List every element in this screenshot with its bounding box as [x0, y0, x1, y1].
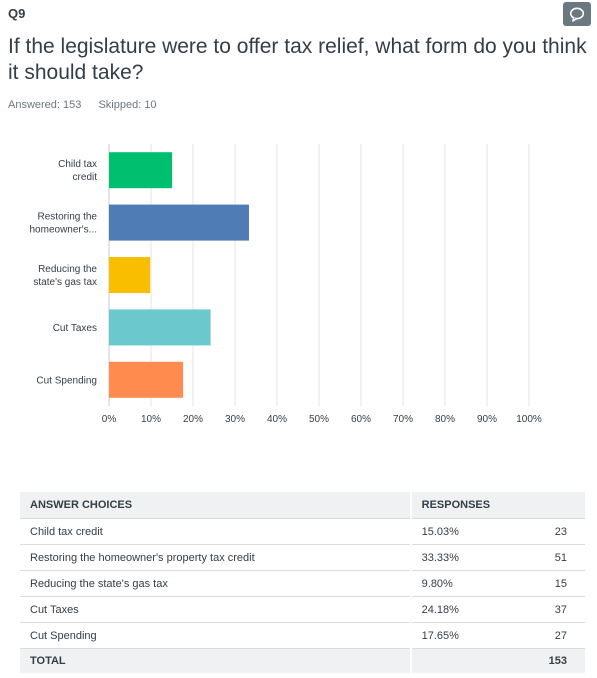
row-label: Child tax credit	[20, 518, 411, 545]
row-percent: 15.03%	[409, 518, 509, 545]
total-percent	[409, 648, 509, 673]
answer-choices-header: ANSWER CHOICES	[20, 492, 411, 519]
bar	[109, 152, 173, 189]
total-label: TOTAL	[20, 648, 411, 673]
response-summary: Answered: 153 Skipped: 10	[8, 99, 171, 111]
x-tick-label: 60%	[351, 414, 371, 425]
table-header-row: ANSWER CHOICES RESPONSES	[20, 492, 585, 519]
row-label: Restoring the homeowner's property tax c…	[20, 544, 411, 571]
row-count: 37	[508, 596, 585, 623]
row-count: 15	[508, 570, 585, 597]
x-tick-label: 20%	[183, 414, 203, 425]
answered-count: Answered: 153	[8, 99, 82, 111]
row-count: 23	[508, 518, 585, 545]
responses-header: RESPONSES	[409, 492, 585, 519]
x-tick-label: 10%	[141, 414, 161, 425]
comment-button[interactable]	[563, 2, 591, 26]
bar	[109, 257, 151, 293]
category-label: Child tax credit	[58, 159, 97, 183]
table-row: Restoring the homeowner's property tax c…	[20, 544, 585, 571]
x-tick-label: 30%	[225, 414, 245, 425]
bar	[109, 309, 211, 346]
table-row: Cut Spending 17.65% 27	[20, 622, 585, 649]
row-count: 51	[508, 544, 585, 571]
skipped-count: Skipped: 10	[98, 99, 157, 111]
question-number: Q9	[8, 6, 26, 21]
row-count: 27	[508, 622, 585, 649]
x-tick-label: 50%	[309, 414, 329, 425]
row-percent: 24.18%	[409, 596, 509, 623]
row-label: Reducing the state's gas tax	[20, 570, 411, 597]
bar	[109, 361, 184, 398]
table-row: Child tax credit 15.03% 23	[20, 518, 585, 545]
category-label: Cut Taxes	[53, 323, 97, 334]
category-label: Cut Spending	[36, 375, 97, 386]
x-tick-label: 40%	[267, 414, 287, 425]
row-percent: 17.65%	[409, 622, 509, 649]
x-tick-label: 90%	[477, 414, 497, 425]
row-label: Cut Taxes	[20, 596, 411, 623]
row-label: Cut Spending	[20, 622, 411, 649]
category-label: Restoring the homeowner's...	[30, 212, 98, 236]
question-title: If the legislature were to offer tax rel…	[8, 35, 587, 84]
bar	[109, 204, 249, 241]
table-row: Reducing the state's gas tax 9.80% 15	[20, 570, 585, 597]
row-percent: 9.80%	[409, 570, 509, 597]
table-row: Cut Taxes 24.18% 37	[20, 596, 585, 623]
total-count: 153	[508, 648, 585, 673]
total-row: TOTAL 153	[20, 648, 585, 673]
category-label: Reducing the state's gas tax	[33, 264, 97, 288]
x-tick-label: 0%	[102, 414, 117, 425]
x-tick-label: 100%	[516, 414, 542, 425]
bar-chart: 0% 10% 20% 30% 40% 50% 60% 70% 80% 90% 100% Child t…	[30, 144, 542, 425]
row-percent: 33.33%	[409, 544, 509, 571]
x-tick-label: 80%	[435, 414, 455, 425]
responses-table: ANSWER CHOICES RESPONSES Child tax credi…	[20, 492, 585, 673]
comment-bubble-icon	[569, 7, 585, 22]
x-tick-label: 70%	[393, 414, 413, 425]
